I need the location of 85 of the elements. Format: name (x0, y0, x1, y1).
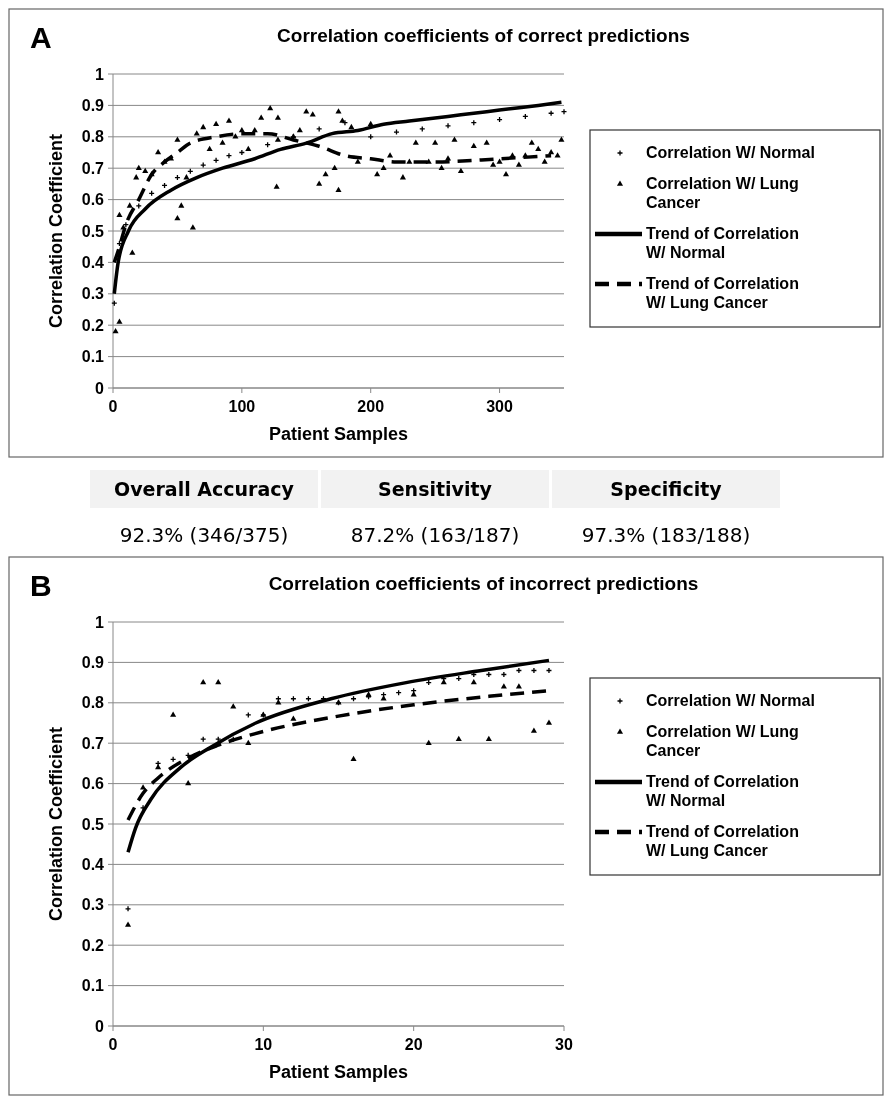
y-tick-label: 0.3 (81, 285, 105, 303)
point (245, 711, 252, 719)
y-tick-label: 0.3 (81, 896, 105, 914)
x-tick-label: 300 (486, 398, 514, 415)
legend-label: Trend of Correlation W/ Lung Cancer (646, 823, 799, 859)
point (530, 667, 538, 674)
point (547, 110, 555, 117)
x-tick-label: 20 (404, 1036, 423, 1053)
x-tick-label: 0 (108, 398, 118, 415)
legend-label: Trend of Correlation W/ Normal (646, 225, 799, 261)
point (425, 739, 432, 745)
legend-label: Correlation W/ Lung Cancer (646, 723, 799, 759)
y-tick-label: 1 (95, 65, 105, 83)
y-tick-label: 0.5 (81, 222, 105, 240)
legend-label: Correlation W/ Normal (646, 144, 815, 161)
y-tick-label: 0.9 (81, 97, 105, 114)
point (169, 756, 177, 763)
legend-label: Trend of Correlation W/ Normal (646, 773, 799, 809)
point (560, 108, 568, 115)
y-tick-label: 0.7 (81, 159, 105, 177)
y-tick-label: 0.8 (81, 128, 105, 146)
point (212, 157, 220, 164)
point (419, 125, 426, 133)
x-axis-title: Patient Samples (268, 424, 409, 444)
point (316, 125, 323, 133)
point (135, 202, 142, 210)
point (225, 152, 233, 159)
text: A (30, 21, 52, 54)
point (515, 667, 523, 674)
text: 92.3% (346/375) (119, 523, 289, 547)
point (245, 739, 252, 745)
x-axis-title: Patient Samples (268, 1062, 409, 1082)
y-tick-label: 0.6 (81, 191, 105, 209)
chart-title: Correlation coefficients of correct predictions (277, 25, 690, 46)
y-tick-label: 0.8 (81, 694, 105, 712)
point (545, 719, 553, 725)
x-tick-label: 30 (555, 1036, 573, 1053)
point (393, 128, 400, 136)
point (230, 703, 237, 709)
y-axis-title: Correlation Coefficient (46, 726, 66, 922)
y-tick-label: 0.4 (81, 254, 105, 271)
point (170, 711, 177, 717)
x-tick-label: 100 (228, 398, 256, 415)
y-tick-label: 0 (95, 379, 105, 397)
point (275, 699, 282, 705)
text: Sensitivity (378, 478, 493, 500)
legend-label: Correlation W/ Lung Cancer (646, 175, 799, 211)
point (545, 667, 553, 674)
point (444, 122, 452, 129)
legend-label: Correlation W/ Normal (646, 692, 815, 709)
chart-title: Correlation coefficients of incorrect predictions (268, 573, 699, 594)
point (200, 161, 207, 169)
y-tick-label: 0 (95, 1017, 105, 1035)
point (455, 735, 462, 741)
point (530, 727, 537, 733)
text: Overall Accuracy (114, 478, 295, 500)
point (440, 679, 447, 685)
point (350, 755, 357, 762)
line-series (126, 658, 551, 855)
point (290, 715, 297, 721)
y-tick-label: 0.1 (81, 348, 105, 366)
y-tick-label: 0.9 (81, 654, 105, 671)
point (485, 735, 492, 741)
y-tick-label: 0.7 (81, 734, 105, 752)
x-tick-label: 200 (357, 398, 385, 415)
y-tick-label: 1 (95, 613, 105, 631)
point (124, 921, 132, 927)
x-tick-label: 10 (254, 1036, 273, 1053)
point (500, 671, 508, 678)
legend-label: Trend of Correlation W/ Lung Cancer (646, 275, 799, 311)
point (380, 695, 387, 701)
y-axis-title: Correlation Coefficient (46, 133, 66, 329)
y-tick-label: 0.6 (81, 775, 105, 793)
y-tick-label: 0.5 (81, 815, 105, 833)
y-tick-label: 0.1 (81, 977, 105, 995)
text: Specificity (610, 478, 723, 500)
y-tick-label: 0.4 (81, 856, 105, 873)
x-tick-label: 0 (108, 1036, 118, 1053)
text: 87.2% (163/187) (350, 523, 520, 547)
y-tick-label: 0.2 (81, 936, 105, 954)
text: 97.3% (183/188) (581, 523, 751, 547)
point (124, 905, 132, 912)
point (238, 149, 246, 156)
text: B (30, 569, 52, 602)
y-tick-label: 0.2 (81, 316, 105, 334)
